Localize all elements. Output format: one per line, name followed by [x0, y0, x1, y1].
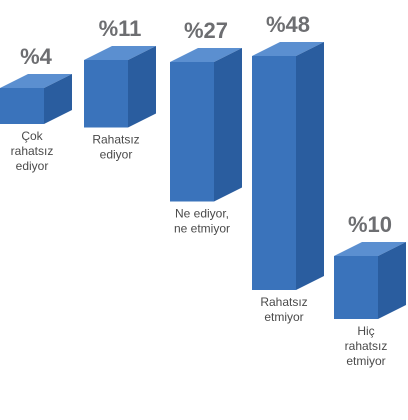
data-label: %10	[348, 212, 392, 237]
data-label: %11	[99, 16, 142, 41]
bar-side-face	[378, 242, 406, 319]
category-label: ediyor	[16, 159, 49, 173]
category-label: rahatsız	[345, 339, 388, 353]
bar	[84, 60, 128, 128]
data-label: %27	[184, 18, 228, 43]
bar	[252, 56, 296, 290]
category-label: Hiç	[357, 324, 374, 338]
data-label: %4	[20, 44, 53, 69]
category-label: Rahatsız	[260, 295, 307, 309]
bar-side-face	[214, 48, 242, 202]
bar-top-face	[0, 74, 72, 88]
bar-side-face	[44, 74, 72, 124]
category-label: Rahatsız	[92, 133, 139, 147]
bar	[0, 88, 44, 124]
data-label: %48	[266, 12, 310, 37]
bar-side-face	[296, 42, 324, 290]
bar	[170, 62, 214, 202]
category-label: ne etmiyor	[174, 222, 230, 236]
bar-top-face	[334, 242, 406, 256]
category-label: etmiyor	[346, 354, 385, 368]
bar-top-face	[252, 42, 324, 56]
bar	[334, 256, 378, 319]
category-label: etmiyor	[264, 310, 303, 324]
category-label: ediyor	[100, 148, 133, 162]
bar-top-face	[170, 48, 242, 62]
category-label: Çok	[21, 129, 43, 143]
category-label: Ne ediyor,	[175, 207, 229, 221]
category-label: rahatsız	[11, 144, 54, 158]
bar-side-face	[128, 46, 156, 128]
bar-top-face	[84, 46, 156, 60]
